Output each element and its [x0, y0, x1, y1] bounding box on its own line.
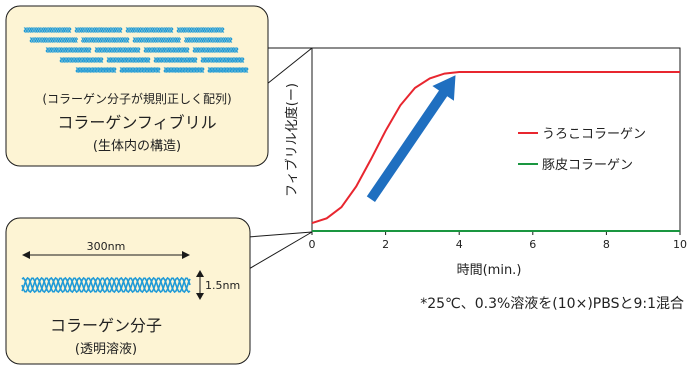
x-axis-label: 時間(min.) [457, 263, 522, 278]
trend-arrow [366, 75, 456, 202]
fibril-strand [45, 47, 92, 53]
series-line-uroko [311, 71, 680, 225]
fibril-strand [153, 57, 198, 63]
molecule-callout: 300nm 1.5nm コラーゲン分子 (透明溶液) [5, 217, 251, 365]
fibril-strand [176, 27, 225, 33]
fibril-strand [74, 27, 123, 33]
collagen-helix-icon [21, 276, 191, 294]
fibril-strand [176, 27, 225, 33]
footnote: *25℃、0.3%溶液を(10×)PBSと9:1混合 [420, 296, 684, 312]
fibril-strand [184, 37, 233, 43]
molecule-caption-subtitle: (透明溶液) [75, 342, 137, 357]
length-arrowhead-right [182, 251, 190, 259]
width-arrowhead-bottom [196, 293, 204, 300]
width-arrowhead-top [196, 270, 204, 277]
fibril-strand [59, 57, 104, 63]
fibril-strand [207, 67, 249, 73]
fibril-strand [143, 47, 190, 53]
fibril-strand [163, 67, 205, 73]
legend-label-butahi: 豚皮コラーゲン [542, 158, 633, 173]
fibril-strand [75, 67, 117, 73]
fibril-strand [125, 27, 174, 33]
fibril-strand [29, 37, 78, 43]
trend-arrow-shape [366, 75, 456, 202]
x-tick-label: 4 [456, 238, 463, 251]
y-axis-label: フィブリル化度(ー) [284, 83, 300, 197]
fibril-strand [119, 67, 161, 73]
fibril-strand [94, 47, 141, 53]
fibril-strand [81, 37, 130, 43]
x-tick-label: 8 [603, 238, 610, 251]
x-ticks: 0 2 4 6 8 10 [309, 231, 687, 251]
fibril-strand [200, 57, 245, 63]
fibril-strand [207, 67, 249, 73]
fibril-strand [29, 37, 78, 43]
fibril-strand [200, 57, 245, 63]
fibril-strand [192, 47, 239, 53]
fibril-strand [75, 67, 117, 73]
fibril-strand [94, 47, 141, 53]
legend: うろこコラーゲン 豚皮コラーゲン [518, 127, 646, 173]
fibril-callout-box [5, 5, 269, 167]
fibril-strand [119, 67, 161, 73]
fibril-strand [29, 37, 78, 43]
fibril-illustration [23, 27, 249, 73]
fibril-strand [132, 37, 181, 43]
fibril-strand [184, 37, 233, 43]
molecule-caption-title: コラーゲン分子 [50, 316, 162, 335]
fibril-strand [23, 27, 72, 33]
fibril-strand [45, 47, 92, 53]
fibril-strand [207, 67, 249, 73]
fibril-strand [119, 67, 161, 73]
fibril-strand [45, 47, 92, 53]
fibril-strand [23, 27, 72, 33]
fibril-strand [132, 37, 181, 43]
fibril-strand [143, 47, 190, 53]
width-label: 1.5nm [205, 279, 240, 292]
fibril-caption-arrangement: (コラーゲン分子が規則正しく配列) [42, 91, 231, 106]
helix-strand [21, 276, 191, 294]
fibril-strand [163, 67, 205, 73]
fibril-strand [125, 27, 174, 33]
helix-strand [21, 277, 191, 293]
series-lines [311, 71, 680, 232]
fibril-strand [106, 57, 151, 63]
fibril-strand [94, 47, 141, 53]
fibril-caption-title: コラーゲンフィブリル [57, 113, 216, 132]
fibril-strand [81, 37, 130, 43]
fibril-strand [75, 67, 117, 73]
fibril-caption-subtitle: (生体内の構造) [93, 138, 181, 154]
fibril-strand [81, 37, 130, 43]
fibril-callout: (コラーゲン分子が規則正しく配列) コラーゲンフィブリル (生体内の構造) [5, 5, 269, 167]
fibril-strand [74, 27, 123, 33]
fibril-strand [132, 37, 181, 43]
helix-strand [21, 276, 191, 294]
fibril-strand [163, 67, 205, 73]
fibril-strand [125, 27, 174, 33]
fibril-strand [153, 57, 198, 63]
fibril-strand [192, 47, 239, 53]
fibril-strand [106, 57, 151, 63]
x-tick-label: 6 [529, 238, 536, 251]
fibril-strand [192, 47, 239, 53]
fibril-strand [176, 27, 225, 33]
fibril-strand [59, 57, 104, 63]
fibril-strand [74, 27, 123, 33]
x-tick-label: 2 [382, 238, 389, 251]
fibril-strand [59, 57, 104, 63]
fibril-strand [153, 57, 198, 63]
fibril-strand [184, 37, 233, 43]
fibril-strand [143, 47, 190, 53]
fibril-strand [200, 57, 245, 63]
x-tick-label: 10 [673, 238, 687, 251]
fibril-strand [23, 27, 72, 33]
fibril-strand [106, 57, 151, 63]
x-tick-label: 0 [309, 238, 316, 251]
plot-area: 0 2 4 6 8 10 [309, 47, 687, 251]
length-arrowhead-left [22, 251, 30, 259]
legend-label-uroko: うろこコラーゲン [542, 127, 646, 142]
length-label: 300nm [87, 240, 126, 253]
